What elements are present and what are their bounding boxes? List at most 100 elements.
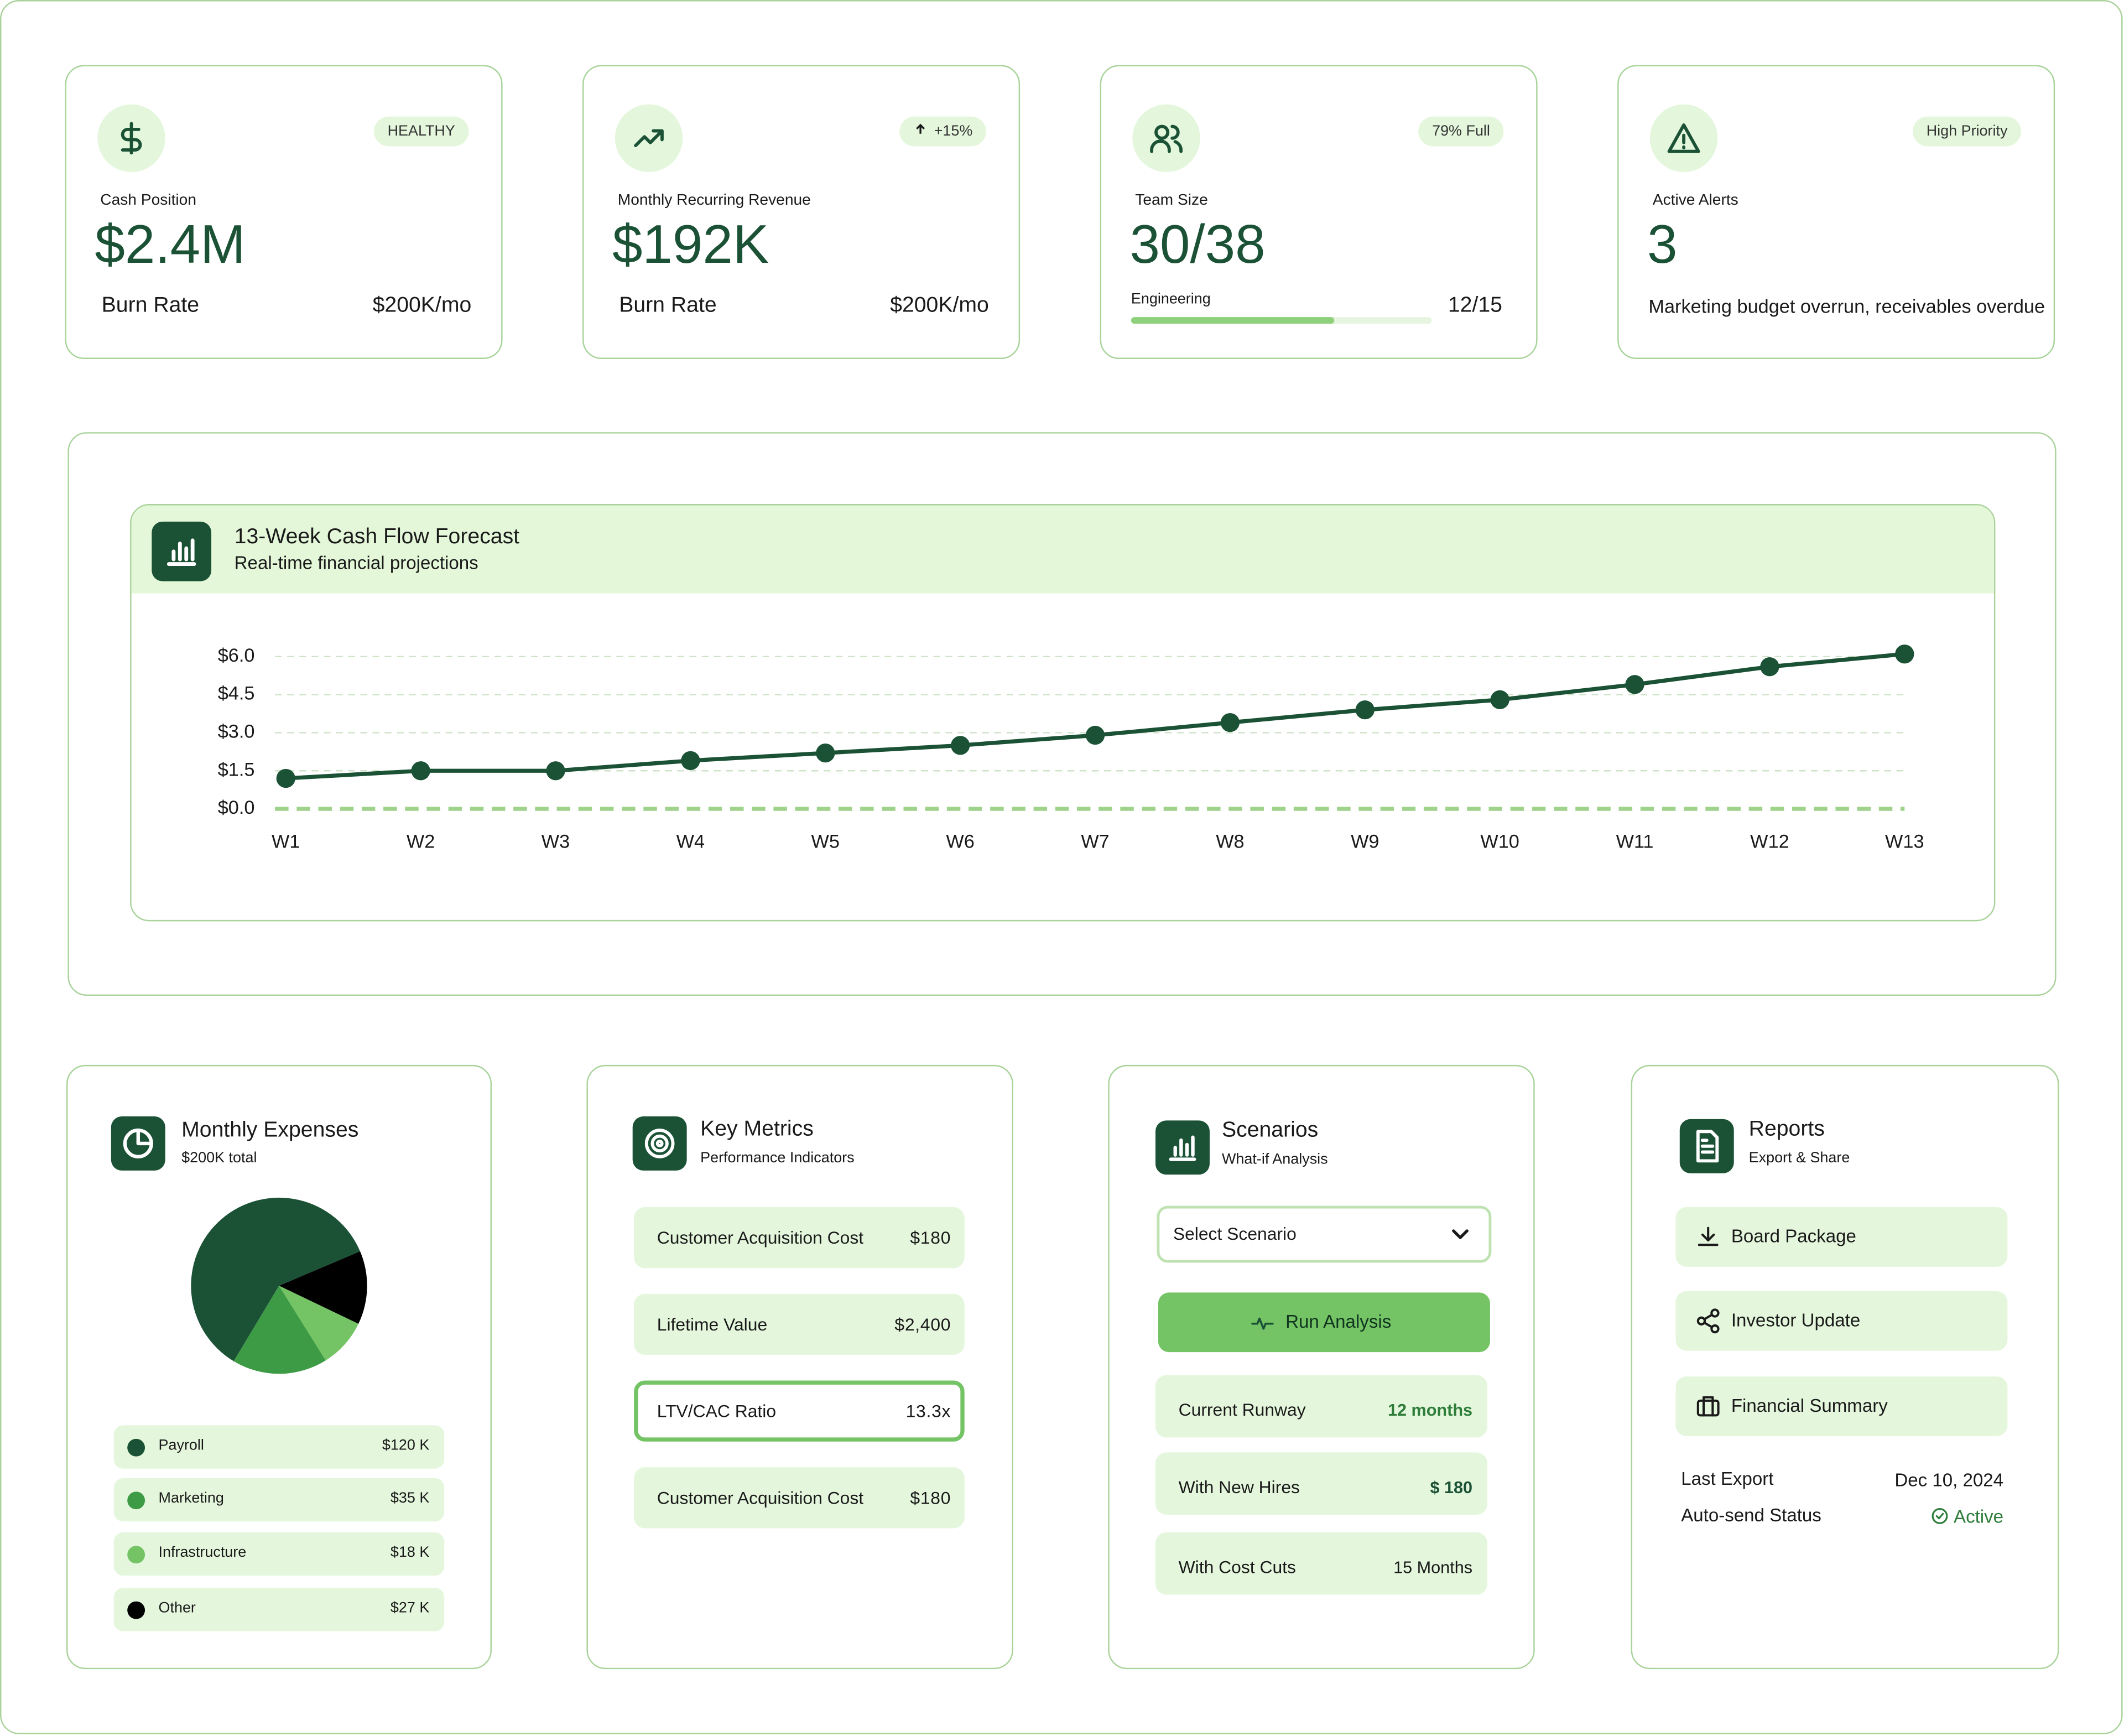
card-title: Reports — [1748, 1118, 1825, 1142]
scenario-select[interactable] — [1157, 1205, 1492, 1263]
kpi-icon — [1666, 121, 1701, 156]
badge-text: HEALTHY — [387, 123, 455, 140]
legend-row — [113, 1478, 445, 1522]
run-button[interactable] — [1158, 1292, 1490, 1353]
card-subtitle: $200K total — [181, 1151, 257, 1167]
card-icon — [1165, 1130, 1200, 1165]
metric-label: LTV/CAC Ratio — [657, 1401, 777, 1422]
metric-value: $2,400 — [894, 1314, 951, 1335]
kpi-icon — [114, 121, 149, 156]
icon-part — [136, 1128, 153, 1146]
select-chevron — [1447, 1221, 1474, 1248]
icon-part — [644, 1129, 675, 1158]
icon-part — [634, 129, 664, 147]
kpi-footer-value: $200K/mo — [372, 294, 472, 318]
icon-part — [121, 122, 142, 155]
card-icon — [121, 1126, 156, 1161]
card-icon — [642, 1126, 678, 1161]
metric-row — [634, 1380, 965, 1442]
legend-row — [113, 1532, 445, 1576]
badge-text: +15% — [934, 123, 973, 140]
report-button[interactable] — [1675, 1376, 2008, 1436]
icon-part — [123, 1128, 153, 1159]
icon-part — [1696, 1396, 1720, 1417]
button-icon — [1250, 1312, 1274, 1336]
kpi-icon-bg — [615, 104, 683, 173]
button-text: Run Analysis — [1285, 1311, 1392, 1332]
kpi-footer-label: Burn Rate — [619, 294, 717, 318]
icon-part — [1452, 1229, 1469, 1239]
kpi-label: Monthly Recurring Revenue — [617, 192, 811, 209]
scenario-value: 15 Months — [1393, 1557, 1473, 1577]
card-icon — [1689, 1129, 1725, 1164]
progress-fill — [1131, 317, 1335, 324]
forecast-icon — [163, 532, 201, 570]
metric-value: 13.3x — [905, 1401, 951, 1422]
detail-value: Active — [1954, 1506, 2004, 1527]
icon-part — [1150, 124, 1183, 153]
icon-part — [1667, 123, 1700, 153]
legend-dot — [127, 1491, 145, 1510]
report-icon — [1695, 1307, 1722, 1334]
icon-part — [1150, 124, 1183, 153]
kpi-badge: High Priority — [1913, 116, 2021, 147]
scenario-value: 12 months — [1387, 1400, 1473, 1420]
badge-text: High Priority — [1926, 123, 2008, 140]
kpi-badge: +15% — [899, 116, 986, 147]
detail-label: Auto-send Status — [1681, 1505, 1821, 1526]
metric-label: Customer Acquisition Cost — [657, 1488, 864, 1509]
report-button-text: Financial Summary — [1731, 1395, 1888, 1416]
icon-part — [1696, 1130, 1719, 1163]
kpi-value: $192K — [612, 215, 769, 276]
icon-part — [166, 538, 196, 566]
card-icon-bg — [632, 1116, 687, 1171]
status-icon — [1930, 1506, 1949, 1525]
scenario-row — [1155, 1375, 1488, 1438]
card-title: Key Metrics — [700, 1118, 814, 1142]
card-title: Scenarios — [1221, 1119, 1319, 1143]
kpi-label: Active Alerts — [1652, 192, 1738, 209]
scenario-label: With Cost Cuts — [1178, 1557, 1296, 1578]
chart-subtitle: Real-time financial projections — [234, 552, 478, 573]
legend-value: $120 K — [382, 1438, 430, 1454]
icon-part — [1169, 1135, 1196, 1161]
card-title: Monthly Expenses — [181, 1119, 359, 1143]
icon-part — [644, 1129, 675, 1158]
kpi-footer-value: $200K/mo — [890, 294, 989, 318]
kpi-icon — [1149, 121, 1184, 156]
metric-label: Lifetime Value — [657, 1314, 768, 1335]
kpi-label: Cash Position — [100, 192, 197, 209]
scenario-row — [1155, 1532, 1488, 1595]
kpi-footer-label: Engineering — [1131, 292, 1211, 308]
legend-label: Marketing — [158, 1490, 224, 1508]
select-text: Select Scenario — [1173, 1223, 1297, 1244]
icon-part — [1932, 1508, 1948, 1524]
kpi-value: $2.4M — [95, 215, 246, 276]
legend-value: $35 K — [390, 1490, 430, 1508]
kpi-badge: HEALTHY — [374, 116, 469, 147]
kpi-label: Team Size — [1135, 192, 1208, 209]
icon-part — [634, 129, 664, 147]
badge-text: 79% Full — [1432, 123, 1490, 140]
report-button[interactable] — [1675, 1207, 2008, 1267]
icon-part — [1710, 1324, 1720, 1334]
icon-part — [1710, 1308, 1720, 1318]
kpi-footer-label: Burn Rate — [101, 294, 200, 318]
badge-arrow — [915, 123, 924, 134]
report-icon — [1695, 1223, 1722, 1250]
legend-value: $18 K — [390, 1545, 430, 1562]
legend-row — [113, 1588, 445, 1631]
icon-part — [1935, 1512, 1944, 1520]
legend-dot — [127, 1601, 145, 1619]
icon-part — [1696, 1130, 1719, 1163]
kpi-value: 30/38 — [1129, 215, 1266, 276]
detail-value: Dec 10, 2024 — [1894, 1469, 2004, 1490]
report-button[interactable] — [1675, 1291, 2008, 1351]
chart-title: 13-Week Cash Flow Forecast — [234, 526, 520, 549]
card-subtitle: Export & Share — [1748, 1151, 1850, 1167]
icon-part — [915, 123, 924, 134]
icon-part — [121, 122, 142, 155]
kpi-value: 3 — [1647, 215, 1678, 276]
